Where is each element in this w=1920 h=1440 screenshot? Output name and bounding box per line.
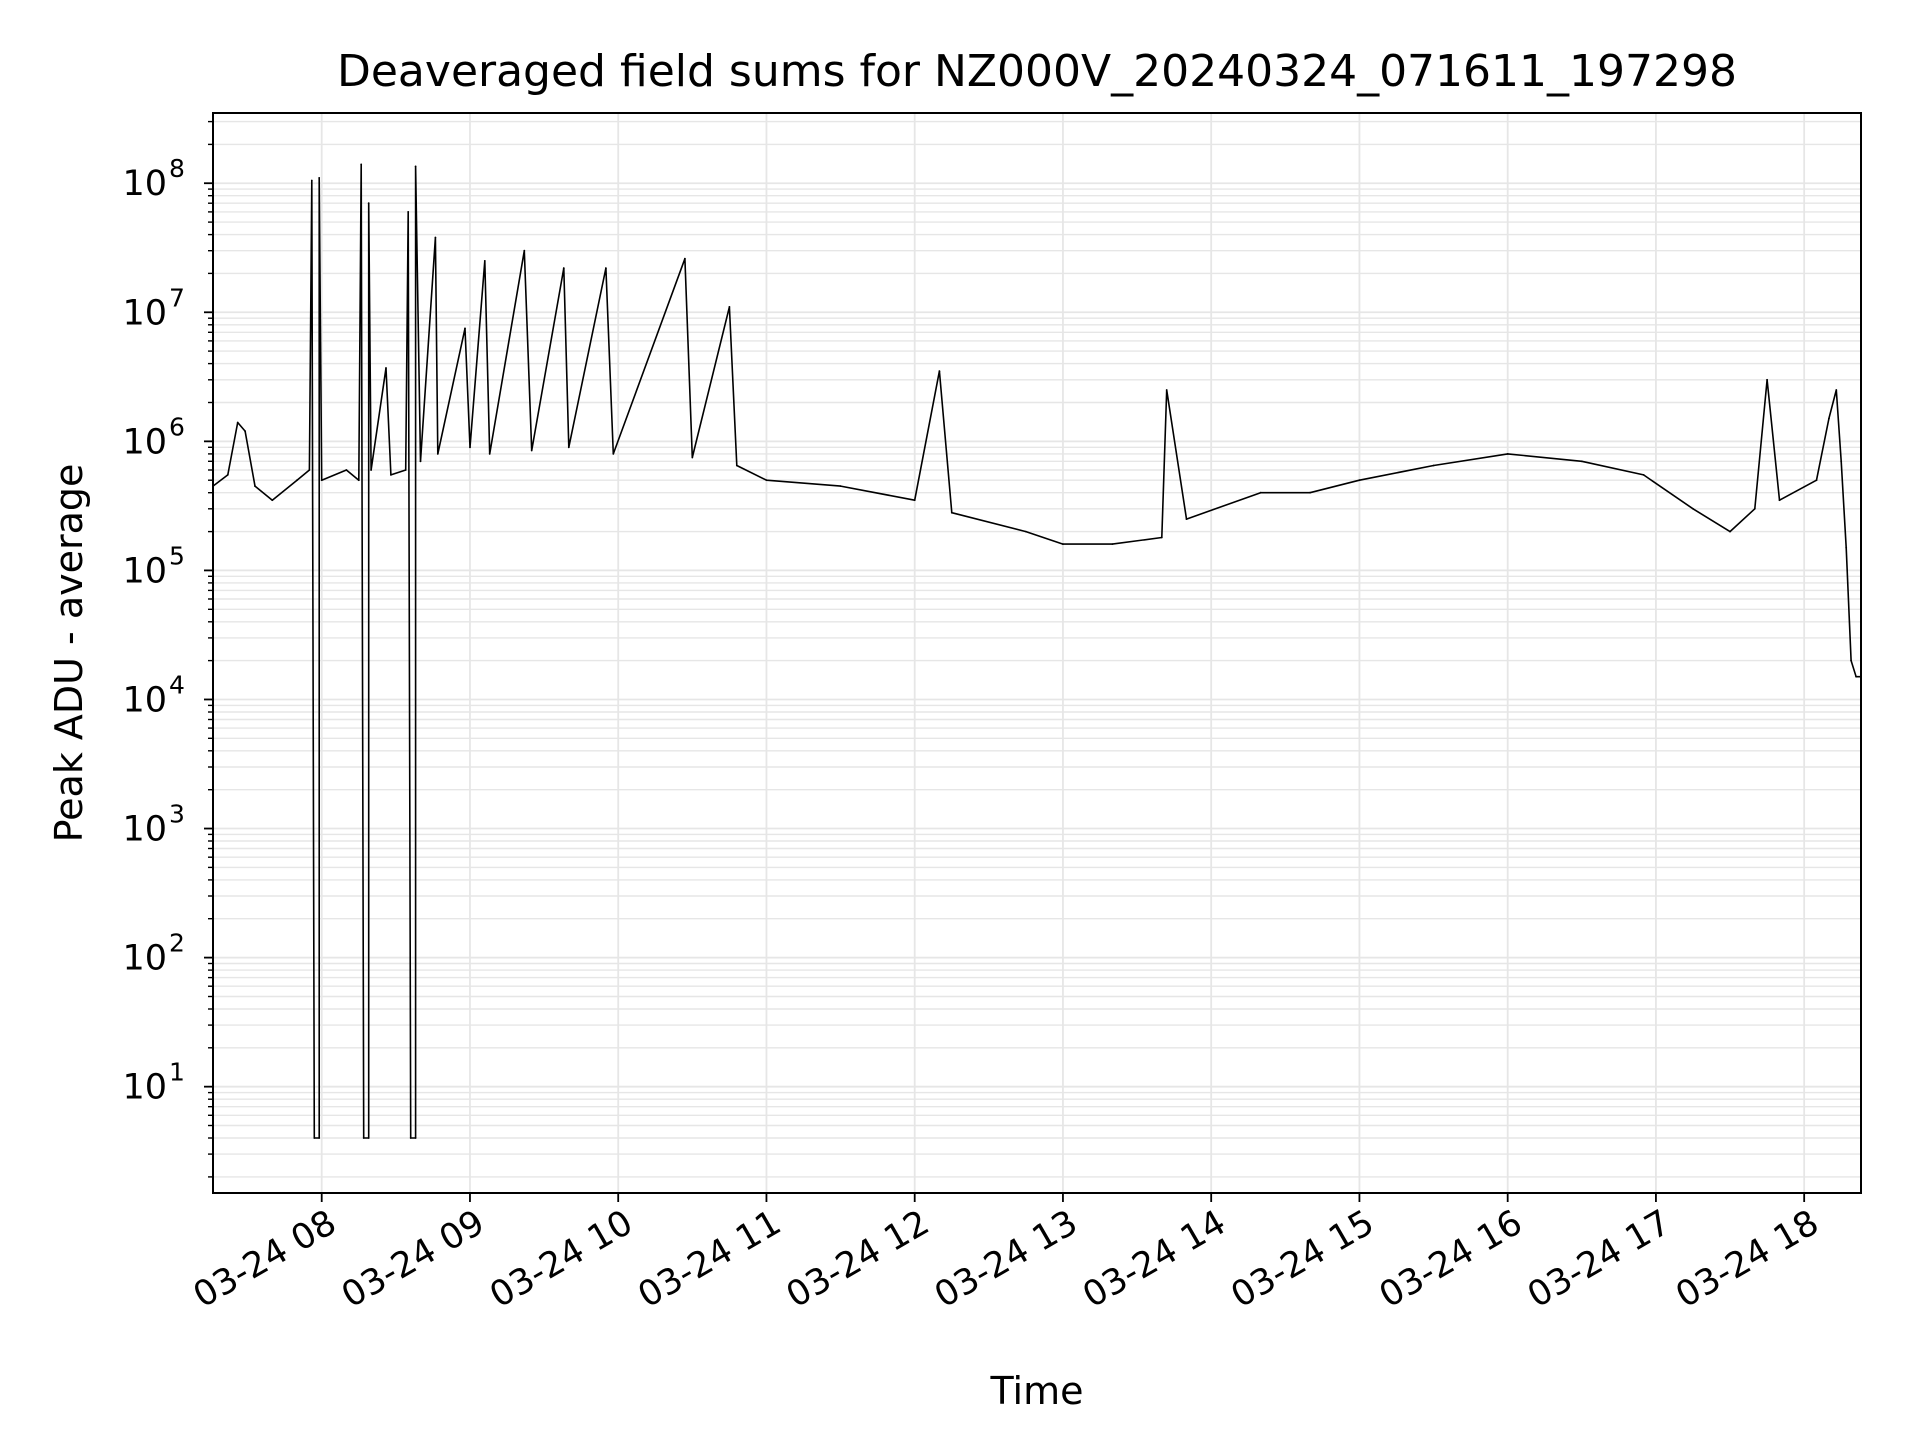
y-tick-label: 10: [122, 551, 167, 591]
data-point: [385, 367, 387, 369]
data-point: [1165, 389, 1168, 391]
y-tick-exponent: 4: [169, 670, 185, 699]
y-tick-label: 10: [122, 810, 167, 850]
data-point: [1642, 474, 1645, 476]
data-point: [308, 469, 311, 471]
data-point: [1160, 536, 1163, 539]
y-tick-label: 10: [122, 293, 167, 333]
data-point: [950, 511, 953, 514]
data-point: [1828, 417, 1830, 420]
y-tick-label: 10: [122, 939, 167, 979]
data-point: [318, 177, 321, 179]
y-axis-label: Peak ADU - average: [47, 464, 91, 843]
data-point: [226, 474, 229, 476]
data-point: [562, 267, 565, 269]
data-point: [1062, 543, 1064, 545]
data-point: [612, 453, 615, 455]
data-point: [409, 1137, 412, 1139]
data-point: [938, 370, 941, 372]
data-point: [839, 485, 842, 487]
y-tick-exponent: 3: [169, 800, 185, 829]
data-point: [414, 1137, 417, 1139]
data-point: [913, 499, 916, 502]
y-tick-label: 10: [122, 164, 167, 204]
data-point: [1111, 543, 1114, 545]
y-tick-label: 10: [122, 1068, 167, 1108]
x-axis-label: Time: [990, 1369, 1084, 1413]
data-point: [271, 499, 274, 502]
data-point: [296, 479, 298, 482]
y-tick-exponent: 5: [169, 541, 185, 570]
data-point: [367, 202, 370, 205]
data-point: [1580, 460, 1583, 463]
data-point: [567, 446, 570, 449]
data-point: [313, 1137, 316, 1139]
data-point: [1815, 479, 1818, 482]
data-point: [523, 249, 526, 252]
data-point: [360, 163, 363, 166]
data-point: [1729, 530, 1731, 533]
data-point: [345, 469, 348, 471]
grid: [213, 113, 1861, 1193]
data-point: [469, 446, 471, 449]
data-point: [367, 1137, 370, 1139]
data-point: [1766, 378, 1768, 381]
data-point: [310, 179, 313, 182]
data-point: [434, 236, 437, 239]
series-layer: [212, 163, 1862, 1139]
y-tick-label: 10: [122, 680, 167, 720]
data-point: [407, 211, 410, 213]
data-point: [414, 165, 417, 168]
data-point: [1835, 389, 1838, 391]
data-point: [488, 453, 491, 455]
data-point: [318, 1137, 321, 1139]
data-point: [1432, 464, 1435, 467]
y-tick-exponent: 8: [169, 154, 185, 183]
data-point: [1845, 546, 1848, 549]
y-tick-exponent: 2: [169, 929, 185, 958]
data-point: [244, 430, 247, 432]
data-point: [419, 460, 422, 463]
data-point: [236, 421, 239, 424]
data-point: [530, 449, 533, 452]
data-point: [320, 479, 323, 482]
data-point: [436, 453, 439, 455]
data-point: [691, 456, 694, 459]
data-point: [1506, 453, 1509, 455]
data-point: [1358, 479, 1361, 482]
data-point: [357, 479, 360, 482]
data-point: [1309, 491, 1311, 494]
y-tick-label: 10: [122, 422, 167, 462]
data-point: [1778, 499, 1781, 502]
data-point: [684, 257, 686, 260]
data-point: [735, 464, 738, 467]
data-point: [362, 1137, 365, 1139]
data-point: [1855, 675, 1857, 678]
data-point: [464, 327, 466, 330]
data-point: [728, 306, 731, 308]
plot-frame: [212, 112, 1862, 1194]
chart-title: Deaveraged field sums for NZ000V_2024032…: [337, 46, 1737, 97]
data-point: [483, 260, 486, 262]
data-point: [1692, 507, 1694, 510]
data-point: [404, 469, 407, 471]
data-point: [605, 267, 607, 269]
y-tick-exponent: 7: [169, 283, 185, 312]
data-point: [1753, 507, 1756, 510]
y-tick-exponent: 6: [169, 412, 185, 441]
data-point: [1840, 460, 1843, 463]
data-point: [1185, 518, 1188, 520]
data-point: [765, 479, 768, 482]
y-tick-exponent: 1: [169, 1058, 185, 1087]
data-point: [370, 469, 372, 471]
data-point: [254, 485, 256, 487]
data-point: [1850, 659, 1852, 662]
data-point: [1259, 491, 1262, 494]
data-point: [1025, 530, 1027, 533]
data-point: [390, 474, 392, 476]
